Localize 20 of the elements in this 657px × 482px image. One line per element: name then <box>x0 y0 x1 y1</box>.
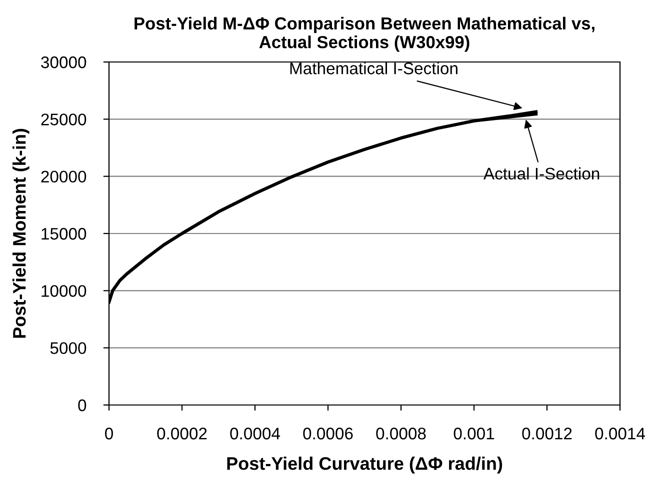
x-tick-label: 0.0006 <box>303 428 353 440</box>
x-axis-title: Post-Yield Curvature (ΔΦ rad/in) <box>227 456 502 474</box>
x-tick-label: 0.0008 <box>376 428 426 440</box>
y-tick-label: 30000 <box>41 56 86 68</box>
y-tick-label: 5000 <box>50 342 86 354</box>
text: Mathematical I-Section <box>290 62 458 74</box>
y-tick-label: 20000 <box>41 170 86 183</box>
y-tick-label: 15000 <box>42 228 86 240</box>
x-tick-label: 0.0004 <box>230 428 280 440</box>
y-tick-label: 25000 <box>41 114 86 126</box>
y-tick-label: 0 <box>78 399 86 412</box>
x-tick-label: 0.0014 <box>595 428 646 440</box>
x-tick-label: 0.001 <box>454 428 494 440</box>
chart-title: Post-Yield M-ΔΦ Comparison Between Mathematical vs, Actual Sections (W30x99) <box>134 16 594 52</box>
x-tick-label: 0.0012 <box>522 428 572 440</box>
x-tick-label: 0 <box>105 428 113 440</box>
x-tick-label: 0.0002 <box>157 428 207 440</box>
y-axis-title: Post-Yield Moment (k-in) <box>12 128 30 338</box>
y-tick-label: 10000 <box>42 285 86 297</box>
text: Actual I-Section <box>483 167 600 180</box>
